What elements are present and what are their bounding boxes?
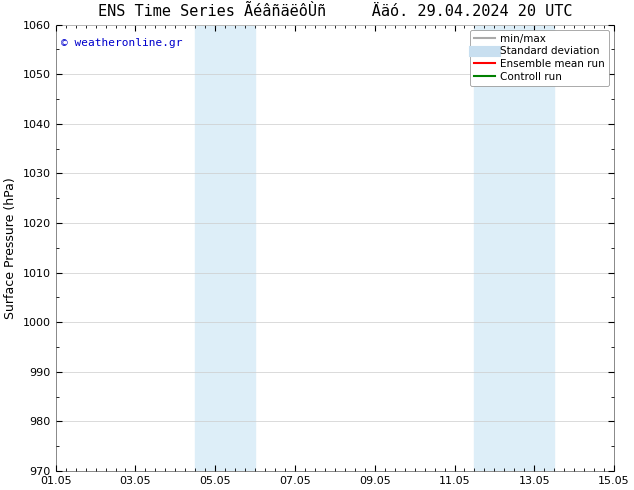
Y-axis label: Surface Pressure (hPa): Surface Pressure (hPa) <box>4 177 17 318</box>
Text: © weatheronline.gr: © weatheronline.gr <box>61 38 183 48</box>
Title: ENS Time Series ÃéâñäëôÙñ     Ääó. 29.04.2024 20 UTC: ENS Time Series ÃéâñäëôÙñ Ääó. 29.04.202… <box>98 4 572 19</box>
Bar <box>474 24 554 471</box>
Legend: min/max, Standard deviation, Ensemble mean run, Controll run: min/max, Standard deviation, Ensemble me… <box>470 30 609 86</box>
Bar <box>195 24 255 471</box>
